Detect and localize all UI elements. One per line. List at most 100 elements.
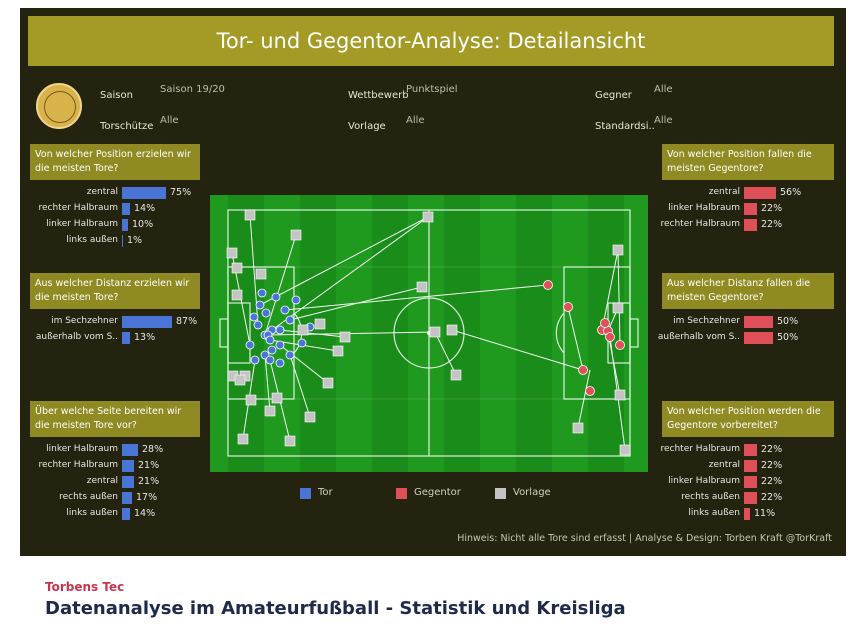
bar-value: 22% bbox=[761, 476, 783, 487]
filter-standard-value[interactable]: Alle bbox=[654, 115, 673, 126]
bar bbox=[122, 460, 134, 472]
bar-row: zentral 56% bbox=[652, 185, 842, 201]
bar-value: 22% bbox=[761, 492, 783, 503]
filter-gegner-value[interactable]: Alle bbox=[654, 84, 673, 95]
tor-marker bbox=[280, 305, 290, 315]
bar-label: linker Halbraum bbox=[46, 444, 118, 454]
vorlage-marker bbox=[304, 411, 316, 423]
bar bbox=[744, 476, 757, 488]
bar bbox=[122, 508, 130, 520]
bar-label: zentral bbox=[708, 460, 740, 470]
bar-value: 22% bbox=[761, 219, 783, 230]
club-logo bbox=[36, 83, 82, 129]
tor-marker bbox=[271, 292, 281, 302]
tor-marker bbox=[291, 295, 301, 305]
tor-marker bbox=[285, 315, 295, 325]
vorlage-marker bbox=[297, 324, 309, 336]
bar bbox=[122, 187, 166, 199]
vorlage-marker bbox=[231, 262, 243, 274]
filter-vorlage-value[interactable]: Alle bbox=[406, 115, 425, 126]
bar-value: 75% bbox=[170, 187, 192, 198]
bar-label: im Sechzehner bbox=[51, 316, 118, 326]
gegentor-marker bbox=[600, 318, 610, 328]
bar-label: links außen bbox=[66, 508, 118, 518]
bar-row: links außen 11% bbox=[652, 506, 842, 522]
filter-wettbewerb-value[interactable]: Punktspiel bbox=[406, 84, 458, 95]
dashboard: Tor- und Gegentor-Analyse: Detailansicht… bbox=[20, 8, 846, 556]
bar bbox=[122, 332, 130, 344]
panel-question: Aus welcher Distanz erzielen wir die mei… bbox=[30, 273, 200, 309]
gegentor-marker bbox=[563, 302, 573, 312]
bar-label: links außen bbox=[688, 508, 740, 518]
bar-row: linker Halbraum 22% bbox=[652, 474, 842, 490]
panel-question: Über welche Seite bereiten wir die meist… bbox=[30, 401, 200, 437]
vorlage-marker bbox=[234, 374, 246, 386]
bar bbox=[122, 203, 130, 215]
filter-saison-value[interactable]: Saison 19/20 bbox=[160, 84, 225, 95]
vorlage-marker bbox=[619, 444, 631, 456]
tor-marker bbox=[261, 308, 271, 318]
bar bbox=[744, 316, 773, 328]
vorlage-marker bbox=[255, 268, 267, 280]
bar bbox=[122, 219, 128, 231]
bar-label: rechts außen bbox=[59, 492, 118, 502]
bar-label: außerhalb vom S.. bbox=[657, 332, 740, 342]
tor-marker bbox=[250, 355, 260, 365]
bar bbox=[122, 476, 134, 488]
panel-question: Von welcher Position fallen die meisten … bbox=[662, 144, 834, 180]
gegentor-marker bbox=[543, 280, 553, 290]
vorlage-marker bbox=[332, 345, 344, 357]
bar-label: im Sechzehner bbox=[673, 316, 740, 326]
filter-vorlage-label: Vorlage bbox=[348, 121, 386, 132]
vorlage-marker bbox=[612, 302, 624, 314]
bar-value: 14% bbox=[134, 203, 156, 214]
footer-title[interactable]: Datenanalyse im Amateurfußball - Statist… bbox=[45, 598, 626, 619]
bar bbox=[744, 492, 757, 504]
pitch-markers bbox=[226, 209, 631, 456]
tor-marker bbox=[257, 288, 267, 298]
bar-row: linker Halbraum 28% bbox=[30, 442, 220, 458]
vorlage-marker bbox=[322, 377, 334, 389]
panel-question: Von welcher Position erzielen wir die me… bbox=[30, 144, 200, 180]
tor-marker bbox=[275, 325, 285, 335]
filter-torschuetze-label: Torschütze bbox=[100, 121, 154, 132]
bar-label: links außen bbox=[66, 235, 118, 245]
tor-marker bbox=[285, 350, 295, 360]
bar-row: zentral 75% bbox=[30, 185, 220, 201]
bar bbox=[744, 219, 757, 231]
bar-label: zentral bbox=[86, 187, 118, 197]
bar-value: 21% bbox=[138, 476, 160, 487]
vorlage-marker bbox=[245, 394, 257, 406]
bar-value: 22% bbox=[761, 444, 783, 455]
bar-label: rechter Halbraum bbox=[660, 219, 740, 229]
bar-value: 22% bbox=[761, 203, 783, 214]
legend-label: Tor bbox=[318, 487, 333, 498]
bar-value: 56% bbox=[780, 187, 802, 198]
bar-label: linker Halbraum bbox=[668, 476, 740, 486]
filter-saison-label: Saison bbox=[100, 90, 133, 101]
bar-row: rechter Halbraum 21% bbox=[30, 458, 220, 474]
bar-row: im Sechzehner 87% bbox=[30, 314, 220, 330]
bar-value: 50% bbox=[777, 316, 799, 327]
tor-marker bbox=[253, 320, 263, 330]
vorlage-marker bbox=[237, 433, 249, 445]
legend-item-vorlage[interactable]: Vorlage bbox=[495, 487, 575, 501]
legend-item-tor[interactable]: Tor bbox=[300, 487, 360, 501]
vorlage-marker bbox=[339, 331, 351, 343]
vorlage-marker bbox=[231, 289, 243, 301]
tor-marker bbox=[255, 300, 265, 310]
bar-value: 11% bbox=[754, 508, 776, 519]
bar-row: rechter Halbraum 22% bbox=[652, 442, 842, 458]
bar bbox=[744, 332, 773, 344]
bar-value: 21% bbox=[138, 460, 160, 471]
bar-row: links außen 14% bbox=[30, 506, 220, 522]
bar-value: 50% bbox=[777, 332, 799, 343]
legend-item-gegentor[interactable]: Gegentor bbox=[396, 487, 476, 501]
bar bbox=[744, 508, 750, 520]
bar-row: rechter Halbraum 14% bbox=[30, 201, 220, 217]
hint-text: Hinweis: Nicht alle Tore sind erfasst | … bbox=[457, 533, 832, 544]
footer-brand[interactable]: Torbens Tec bbox=[45, 580, 125, 594]
filter-torschuetze-value[interactable]: Alle bbox=[160, 115, 179, 126]
vorlage-marker bbox=[614, 389, 626, 401]
bar-label: rechter Halbraum bbox=[660, 444, 740, 454]
